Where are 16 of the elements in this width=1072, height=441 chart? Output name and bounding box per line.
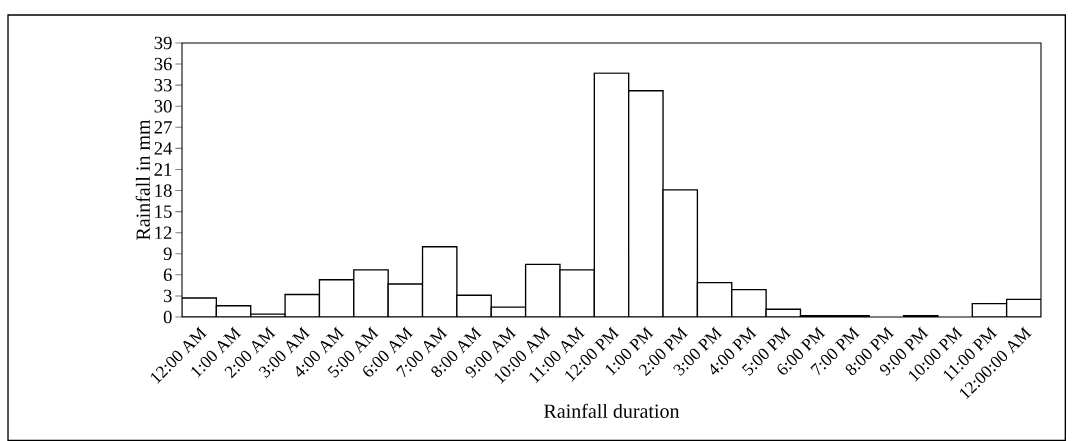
y-tick-label: 12	[155, 226, 172, 239]
y-tick-label: 6	[163, 268, 172, 282]
y-axis-title: Rainfall in mm	[135, 119, 150, 240]
y-tick-label: 3	[163, 289, 172, 303]
y-tick-label: 36	[154, 57, 172, 71]
y-tick-label: 30	[154, 99, 172, 113]
y-tick-label: 39	[154, 36, 172, 50]
y-tick-label: 0	[163, 310, 172, 324]
y-tick-label: 27	[154, 121, 172, 134]
y-tick-label: 9	[163, 247, 172, 261]
x-axis-title: Rainfall duration	[544, 403, 680, 418]
y-tick-label: 15	[155, 205, 172, 218]
y-tick-label: 18	[155, 184, 172, 197]
y-tick-label: 33	[154, 78, 172, 92]
y-tick-label: 24	[154, 142, 173, 155]
y-tick-label: 21	[154, 163, 172, 176]
